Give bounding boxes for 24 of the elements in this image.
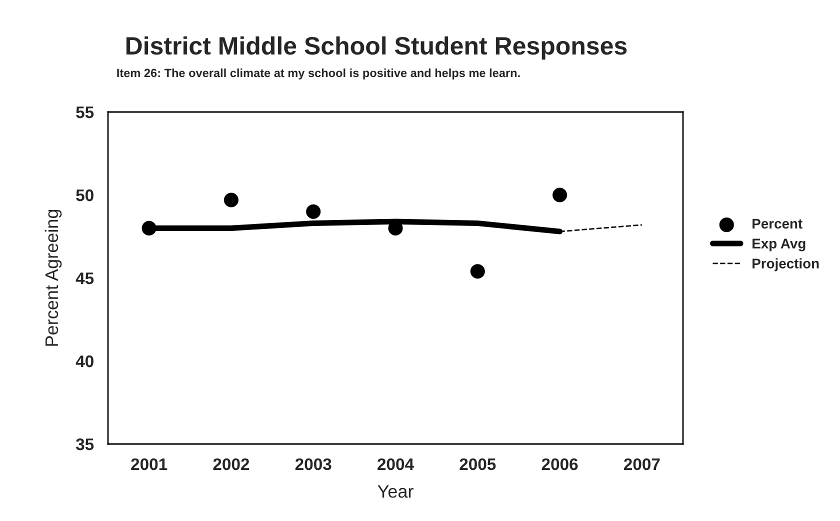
x-axis-title: Year <box>378 485 414 498</box>
point <box>142 220 156 236</box>
y-tick-label: 35 <box>76 438 94 450</box>
x-tick-label: 2006 <box>542 458 578 470</box>
chart-title: District Middle School Student Responses <box>126 36 627 60</box>
x-tick-label: 2003 <box>295 458 332 470</box>
x-tick-label: 2004 <box>378 458 414 470</box>
chart-subtitle: Item 26: The overall climate at my school is positive and helps me learn. <box>117 68 520 80</box>
point <box>470 264 485 279</box>
x-tick-label: 2001 <box>131 458 168 470</box>
y-axis-title: Percent Agreeing <box>44 210 62 346</box>
legend-label: Projection <box>752 258 819 272</box>
point <box>552 188 568 202</box>
point <box>224 192 238 208</box>
x-tick-label: 2007 <box>624 458 660 470</box>
y-tick-label: 55 <box>76 106 94 118</box>
point <box>306 204 321 219</box>
legend-label: Percent <box>752 218 802 229</box>
x-tick-label: 2005 <box>460 458 496 470</box>
y-tick-label: 40 <box>76 355 94 368</box>
legend-label: Exp Avg <box>752 238 806 252</box>
y-tick-label: 50 <box>76 189 94 202</box>
x-tick-label: 2002 <box>213 458 250 470</box>
y-tick-label: 45 <box>76 272 94 284</box>
